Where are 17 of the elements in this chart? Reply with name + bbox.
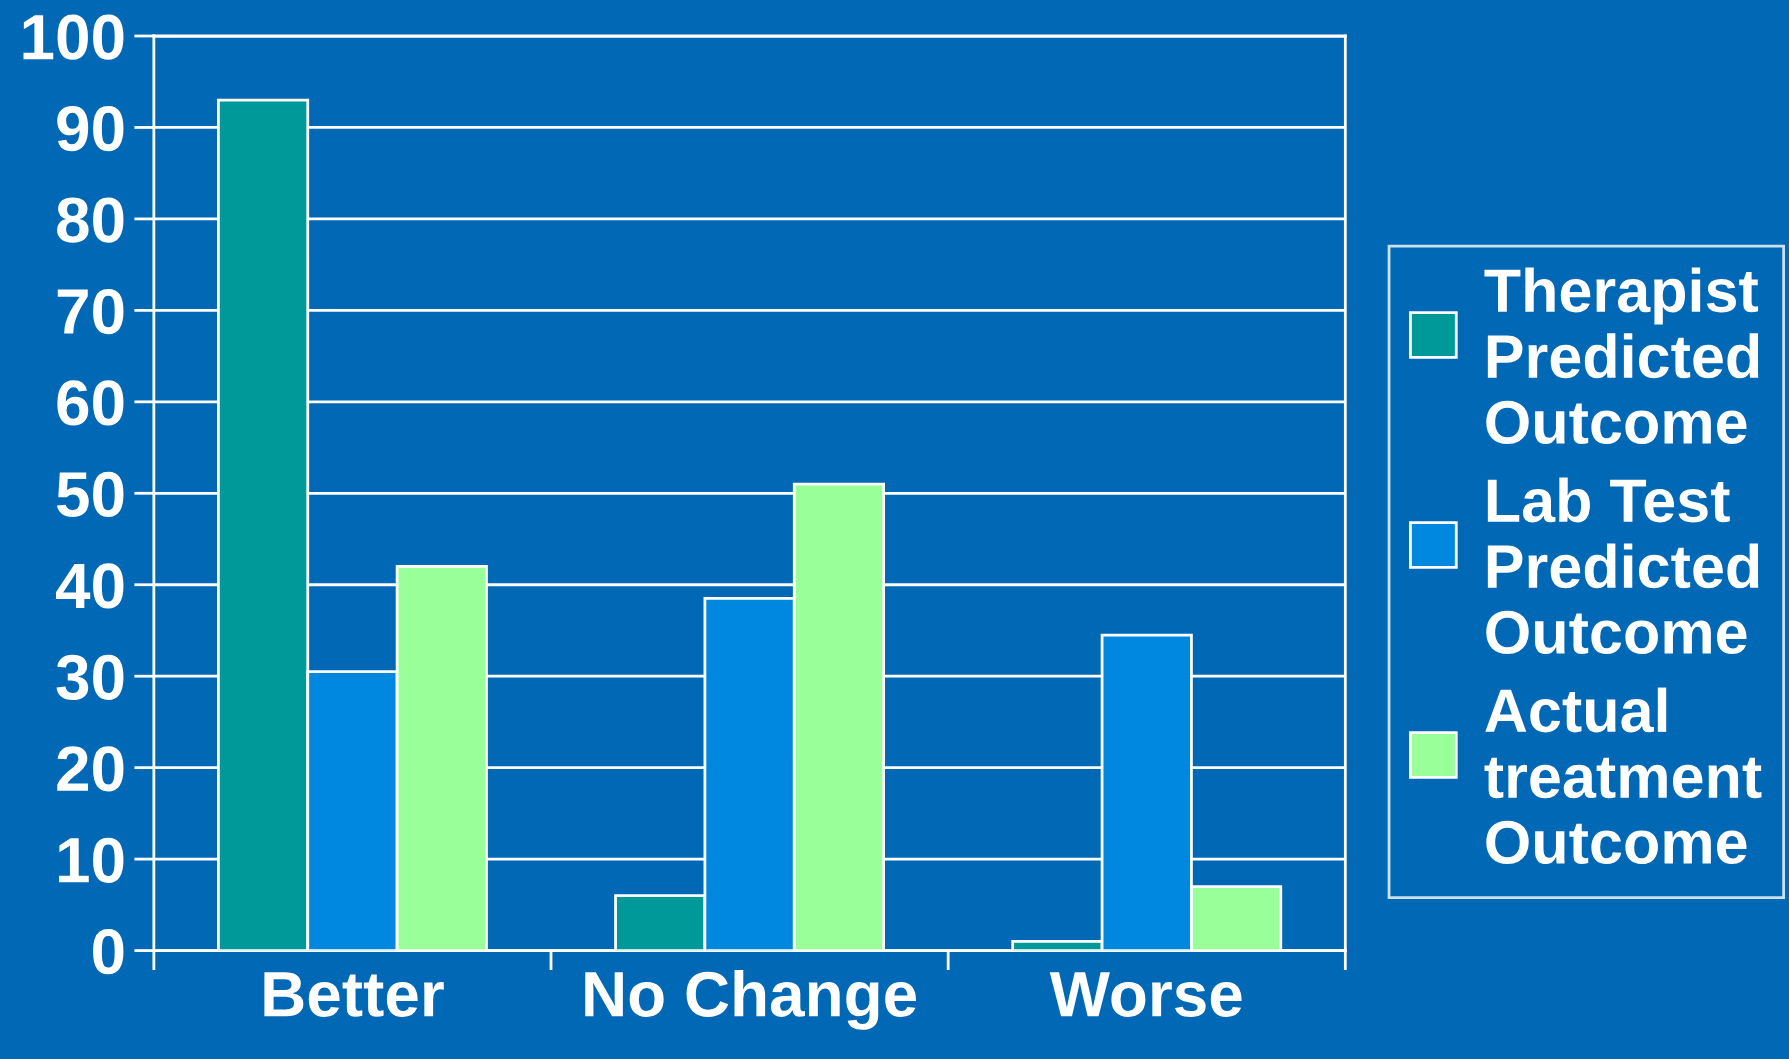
- y-tick-label: 30: [56, 654, 124, 701]
- y-tick-label: 80: [57, 197, 124, 243]
- y-tick-label: 50: [56, 471, 124, 518]
- x-tick-label: Better: [264, 972, 444, 1017]
- legend-label: Lab Test Predicted Outcome: [1486, 477, 1759, 655]
- legend-label: Therapist Predicted Outcome: [1484, 267, 1759, 445]
- y-tick-label: 10: [59, 837, 124, 883]
- y-tick-label: 100: [23, 14, 124, 60]
- y-tick-label: 20: [57, 746, 124, 792]
- y-tick-label: 0: [93, 929, 124, 975]
- legend-label: Actual treatment Outcome: [1484, 687, 1762, 865]
- x-tick-label: No Change: [585, 970, 917, 1030]
- y-tick-label: 90: [57, 106, 124, 152]
- x-tick-label: Worse: [1049, 972, 1242, 1017]
- y-tick-label: 70: [57, 288, 124, 335]
- y-tick-label: 60: [57, 380, 124, 426]
- y-tick-label: 40: [55, 563, 124, 609]
